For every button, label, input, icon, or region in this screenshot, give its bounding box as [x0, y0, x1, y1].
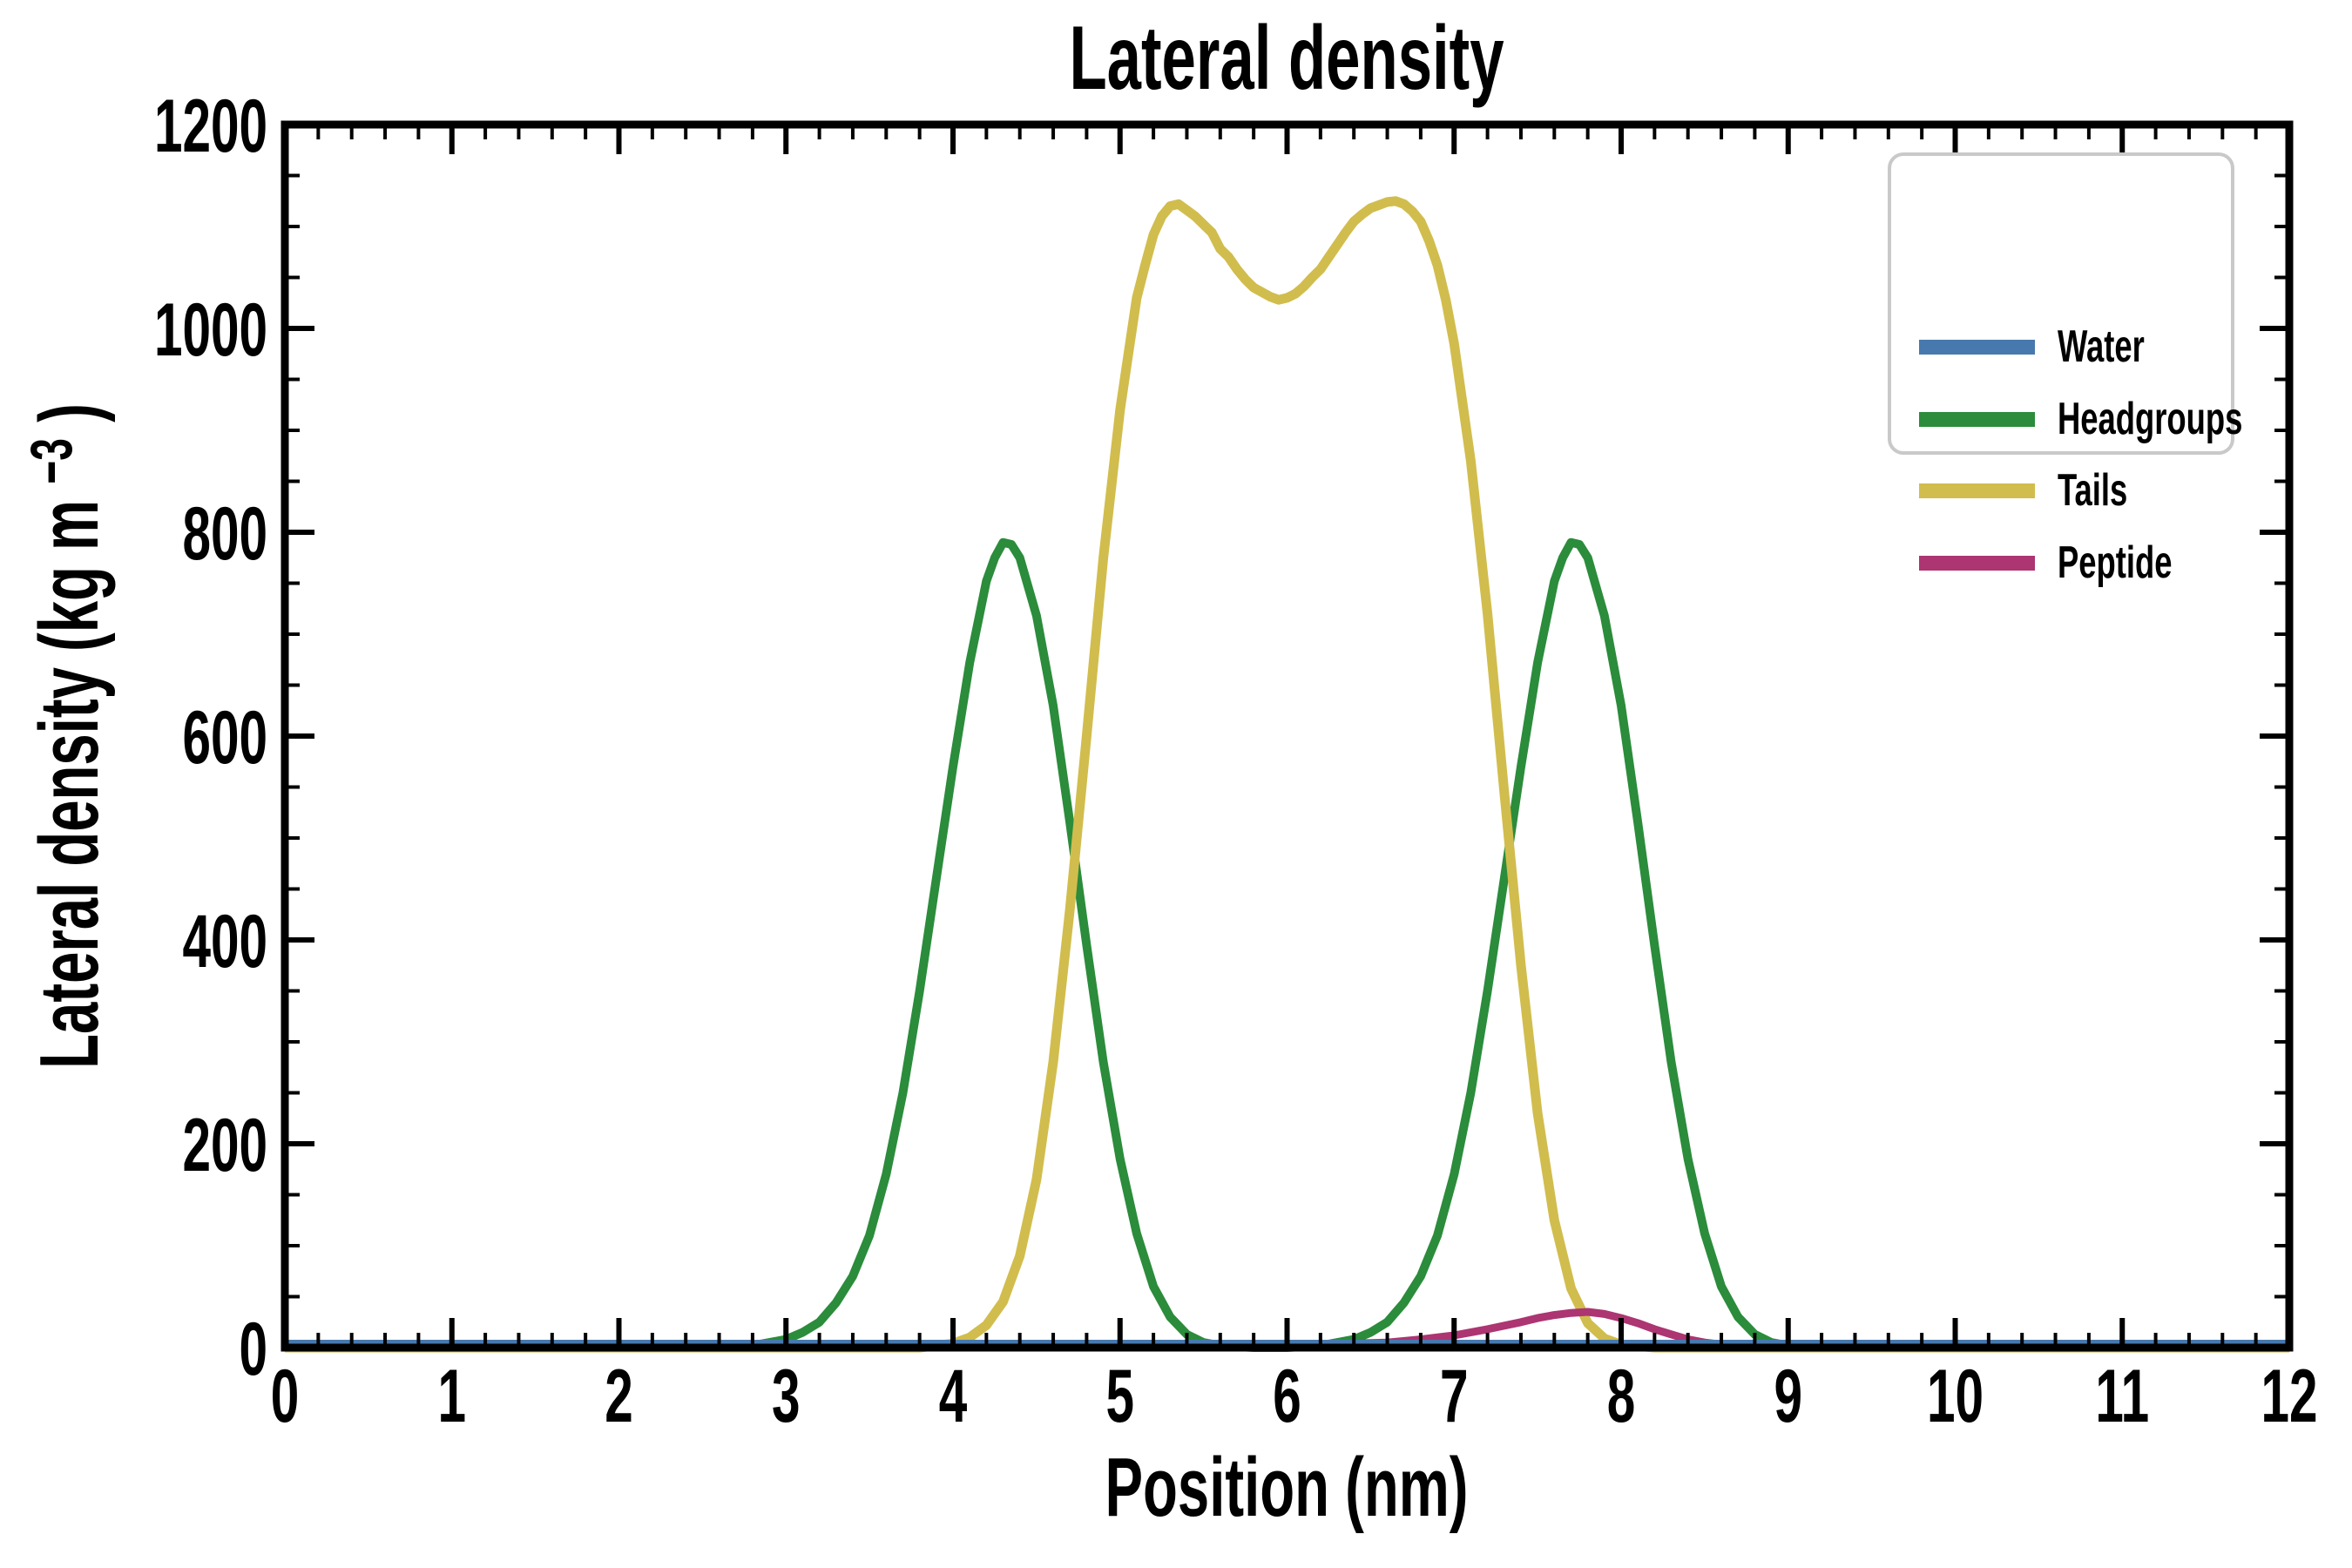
legend-swatch-water — [1919, 339, 2035, 355]
chart-title: Lateral density — [1069, 6, 1504, 108]
x-tick-label: 8 — [1607, 1354, 1636, 1438]
x-tick-label: 5 — [1105, 1354, 1134, 1438]
y-axis-label-prefix: Lateral density (kg m — [24, 500, 116, 1069]
legend-swatch-headgroups — [1919, 411, 2035, 427]
axis-ticks — [282, 122, 2292, 1350]
legend: Water Headgroups Tails Peptide — [1888, 152, 2242, 585]
y-tick-label: 1200 — [154, 84, 267, 168]
y-tick-label: 1000 — [154, 287, 267, 372]
x-tick-label: 11 — [2095, 1354, 2149, 1438]
series-line-headgroups — [285, 537, 2289, 1352]
x-tick-label: 0 — [271, 1354, 300, 1438]
y-tick-label: 800 — [182, 491, 267, 576]
x-tick-label: 3 — [772, 1354, 801, 1438]
legend-label-headgroups: Headgroups — [2058, 394, 2243, 444]
series-line-tails — [285, 196, 2289, 1353]
y-tick-label: 600 — [182, 695, 267, 780]
legend-swatch-peptide — [1919, 555, 2035, 571]
x-tick-label: 4 — [939, 1354, 968, 1438]
legend-item-peptide: Peptide — [1919, 540, 2221, 585]
x-tick-label: 1 — [437, 1354, 466, 1438]
y-axis-label-suffix: ) — [24, 403, 116, 422]
legend-label-tails: Tails — [2058, 465, 2128, 516]
legend-item-water: Water — [1919, 324, 2182, 369]
x-tick-label: 10 — [1927, 1354, 1984, 1438]
x-tick-label: 7 — [1440, 1354, 1469, 1438]
legend-item-tails: Tails — [1919, 465, 2158, 516]
legend-item-headgroups: Headgroups — [1919, 396, 2322, 442]
x-tick-label: 9 — [1774, 1354, 1802, 1438]
y-tick-label: 200 — [182, 1103, 267, 1187]
x-axis-label: Position (nm) — [1105, 1442, 1469, 1534]
x-tick-label: 2 — [605, 1354, 633, 1438]
y-axis-label-superscript: −3 — [18, 438, 84, 484]
y-axis-label: Lateral density (kg m −3 ) — [0, 403, 116, 1069]
x-tick-label: 6 — [1273, 1354, 1301, 1438]
y-tick-label: 0 — [239, 1307, 267, 1391]
legend-swatch-tails — [1919, 483, 2035, 498]
y-tick-label: 400 — [182, 899, 267, 983]
legend-label-peptide: Peptide — [2058, 537, 2173, 588]
x-tick-label: 12 — [2261, 1354, 2317, 1438]
legend-label-water: Water — [2058, 321, 2145, 372]
